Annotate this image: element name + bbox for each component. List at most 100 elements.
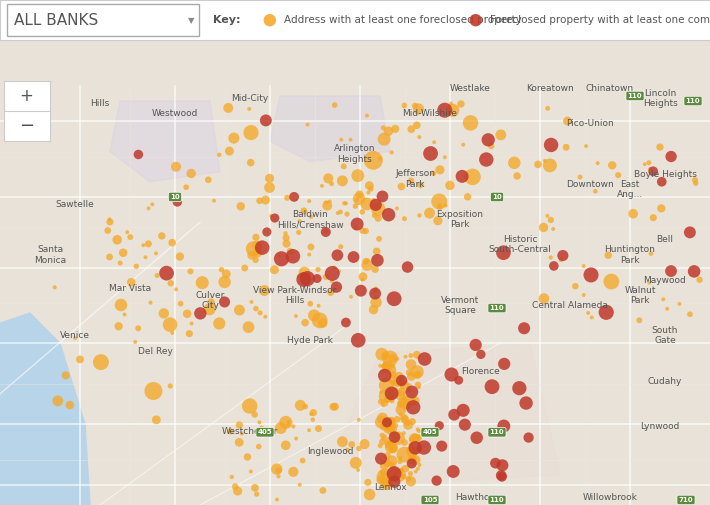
Point (244, 402, 256, 410)
Point (402, 263, 413, 271)
Point (628, 210, 639, 218)
Point (545, 141, 557, 149)
Point (513, 384, 525, 392)
Point (410, 434, 421, 442)
Point (388, 470, 400, 478)
Point (381, 381, 392, 389)
Point (356, 208, 368, 216)
Point (386, 443, 397, 451)
Point (376, 468, 387, 476)
Point (409, 102, 420, 110)
Point (518, 324, 530, 332)
Point (689, 176, 701, 184)
Point (376, 476, 387, 484)
Text: Venice: Venice (60, 331, 90, 340)
Point (337, 438, 348, 446)
Point (297, 457, 308, 465)
Point (386, 417, 398, 425)
Point (644, 279, 655, 287)
Point (378, 422, 390, 430)
Point (409, 435, 420, 443)
Text: 105: 105 (422, 497, 437, 503)
Point (432, 217, 444, 225)
Point (387, 461, 398, 469)
Point (329, 264, 340, 272)
Point (379, 473, 391, 481)
Point (585, 271, 596, 279)
Point (403, 381, 415, 389)
Point (383, 420, 394, 428)
Point (413, 354, 424, 362)
Point (690, 179, 701, 187)
Point (486, 383, 498, 391)
Point (350, 202, 361, 210)
Point (312, 275, 323, 283)
Point (389, 469, 400, 477)
Point (381, 479, 392, 487)
Point (405, 125, 417, 133)
Point (327, 402, 339, 411)
Point (405, 470, 416, 478)
Point (307, 416, 319, 424)
Point (236, 430, 248, 438)
Text: Hills: Hills (90, 99, 109, 108)
Point (388, 467, 400, 475)
Point (244, 105, 255, 113)
Point (366, 204, 377, 212)
Point (280, 418, 292, 426)
Point (376, 431, 388, 439)
Point (414, 461, 425, 469)
Point (317, 319, 328, 327)
Point (249, 484, 261, 492)
Point (389, 387, 400, 395)
Point (245, 468, 256, 476)
Point (429, 138, 440, 146)
Text: Boyle Heights: Boyle Heights (633, 170, 697, 179)
Point (305, 243, 317, 251)
Point (254, 197, 266, 205)
Point (545, 162, 556, 170)
Point (407, 436, 418, 444)
Point (353, 416, 364, 424)
Point (352, 172, 364, 180)
Text: Santa
Monica: Santa Monica (34, 245, 66, 265)
Point (388, 478, 400, 486)
Point (261, 228, 273, 236)
Point (249, 411, 261, 419)
Point (245, 159, 256, 167)
Point (415, 181, 426, 189)
Point (390, 125, 401, 133)
Point (462, 193, 474, 201)
Point (167, 329, 178, 337)
Point (364, 181, 375, 189)
Point (320, 227, 332, 235)
Point (229, 482, 241, 490)
Point (403, 475, 414, 483)
Polygon shape (110, 101, 220, 182)
Text: Mid-Wilshire: Mid-Wilshire (403, 109, 457, 118)
Point (355, 287, 366, 295)
Text: 405: 405 (422, 429, 437, 435)
Point (294, 481, 305, 489)
Point (582, 309, 594, 317)
Point (434, 422, 445, 430)
Point (393, 373, 405, 381)
Point (592, 159, 604, 167)
Point (398, 381, 410, 389)
Point (674, 300, 685, 308)
Point (385, 440, 396, 448)
Point (496, 472, 507, 480)
Point (251, 490, 263, 498)
Point (400, 352, 411, 361)
Point (314, 316, 325, 324)
Point (285, 247, 296, 256)
Point (352, 466, 364, 474)
Point (368, 196, 379, 204)
Point (351, 196, 363, 204)
Point (380, 392, 391, 400)
Polygon shape (270, 96, 390, 162)
Point (226, 473, 238, 481)
Point (327, 269, 338, 277)
Point (376, 388, 387, 396)
Point (386, 427, 398, 435)
